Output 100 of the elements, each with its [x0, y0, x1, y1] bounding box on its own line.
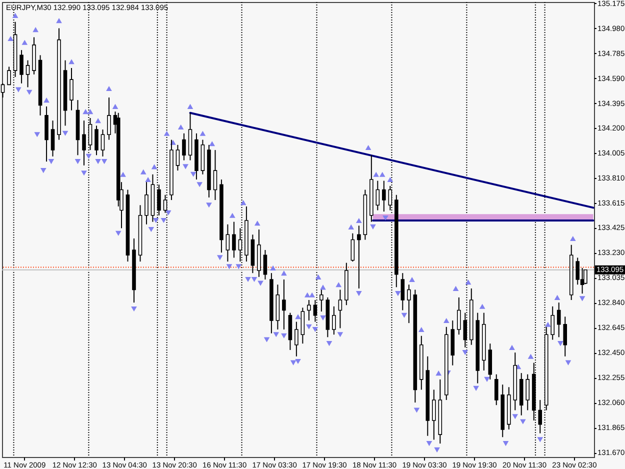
candlestick — [556, 302, 561, 338]
point — [112, 104, 118, 109]
point — [81, 170, 87, 176]
point — [295, 314, 301, 320]
point — [554, 294, 560, 300]
point — [452, 286, 459, 291]
point — [86, 154, 92, 159]
candlestick — [307, 299, 311, 321]
point — [443, 318, 450, 324]
candlestick — [526, 374, 530, 411]
point — [273, 332, 280, 338]
point — [462, 350, 468, 356]
point — [148, 226, 154, 232]
candlestick — [350, 232, 355, 262]
point — [251, 276, 258, 282]
point — [115, 230, 122, 236]
point — [326, 341, 332, 346]
point — [87, 109, 94, 114]
point — [56, 18, 62, 24]
point — [145, 176, 151, 182]
point — [479, 304, 486, 309]
point — [356, 291, 362, 296]
candlestick — [382, 180, 386, 212]
point — [558, 341, 564, 346]
point — [512, 414, 518, 420]
point — [258, 280, 264, 286]
candlestick — [20, 50, 24, 84]
point — [8, 36, 14, 42]
point — [436, 370, 442, 376]
candlestick — [407, 284, 411, 324]
point — [48, 159, 54, 164]
point — [190, 172, 196, 177]
candlestick — [332, 306, 336, 336]
point — [473, 386, 479, 391]
point — [196, 182, 203, 188]
candlestick — [263, 250, 268, 280]
point — [32, 27, 38, 32]
point — [336, 282, 342, 288]
candlestick — [456, 296, 461, 336]
point — [101, 159, 108, 164]
point — [401, 312, 408, 318]
point — [418, 326, 424, 332]
point — [509, 344, 515, 350]
candlestick — [338, 289, 342, 329]
point — [68, 59, 74, 64]
candlestick — [94, 125, 98, 156]
point — [426, 441, 432, 446]
point — [387, 176, 394, 182]
point — [34, 132, 40, 138]
point — [182, 164, 188, 170]
point — [320, 315, 326, 320]
candlestick — [400, 272, 405, 311]
point — [206, 202, 212, 208]
point — [414, 408, 420, 413]
point — [240, 200, 246, 206]
candlestick — [300, 307, 305, 344]
candlestick — [176, 144, 180, 172]
point — [520, 419, 526, 424]
point — [22, 40, 28, 45]
point — [570, 236, 576, 241]
point — [95, 118, 101, 124]
point — [152, 218, 159, 224]
point — [245, 276, 251, 282]
point — [160, 218, 167, 224]
point — [264, 337, 270, 342]
candlestick — [213, 150, 218, 201]
candlestick — [144, 182, 148, 225]
point — [200, 130, 206, 136]
candlestick — [294, 321, 298, 357]
point — [44, 98, 50, 103]
point — [216, 255, 223, 260]
point — [12, 12, 18, 18]
candlestick — [50, 120, 55, 157]
point — [151, 164, 158, 170]
point — [106, 86, 112, 92]
point — [236, 264, 242, 270]
point — [306, 324, 312, 330]
candlestick — [563, 316, 568, 357]
candlestick — [550, 306, 555, 340]
candlestick — [357, 225, 361, 289]
point — [290, 360, 296, 366]
candlestick — [182, 132, 186, 161]
point — [315, 274, 322, 280]
point — [309, 292, 315, 298]
candlestick — [7, 66, 11, 86]
point — [131, 306, 137, 312]
point — [26, 90, 32, 95]
point — [40, 168, 46, 174]
point — [95, 159, 101, 164]
point — [187, 104, 194, 109]
point — [337, 332, 344, 338]
point — [164, 130, 170, 136]
candlestick — [70, 68, 74, 111]
point — [320, 284, 326, 290]
point — [209, 141, 216, 146]
point — [409, 276, 415, 282]
point — [281, 333, 287, 338]
point — [226, 264, 232, 270]
candlestick — [538, 399, 542, 434]
point — [484, 376, 490, 382]
